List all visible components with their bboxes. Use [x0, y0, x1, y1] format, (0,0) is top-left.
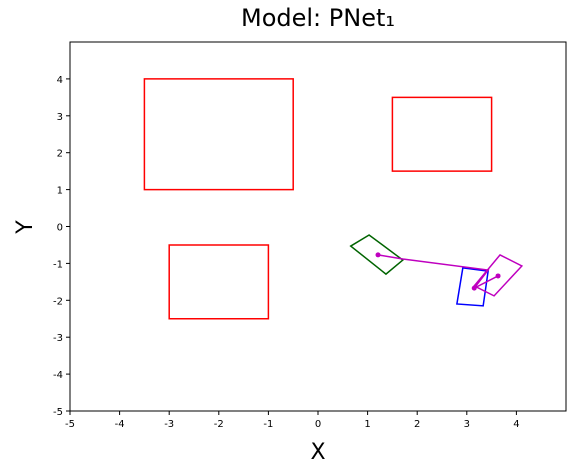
x-tick-label: -5	[65, 419, 75, 430]
x-tick-label: 1	[364, 419, 370, 430]
y-tick-label: -2	[53, 296, 63, 307]
y-tick-label: 2	[57, 149, 63, 160]
y-tick-label: 0	[57, 223, 63, 234]
shape	[391, 96, 493, 172]
y-tick-label: -1	[53, 259, 63, 270]
x-tick-label: 2	[414, 419, 420, 430]
x-tick-label: -1	[263, 419, 273, 430]
y-tick-label: -5	[53, 407, 63, 418]
x-tick-label: 3	[464, 419, 470, 430]
x-tick-label: 0	[315, 419, 321, 430]
x-tick-label: -3	[164, 419, 174, 430]
point	[471, 285, 477, 291]
path-line	[377, 254, 499, 289]
point	[495, 273, 501, 279]
shape	[456, 266, 489, 307]
x-tick-label: -2	[214, 419, 224, 430]
chart-title: Model: PNet₁	[241, 4, 395, 32]
plot-frame	[69, 41, 567, 412]
y-tick-label: 1	[57, 186, 63, 197]
y-tick-label: 4	[57, 75, 63, 86]
y-tick-label: -3	[53, 333, 63, 344]
shape	[168, 244, 270, 320]
x-axis-label: X	[310, 440, 325, 465]
shape	[349, 234, 405, 276]
x-tick-label: 4	[513, 419, 519, 430]
point	[375, 252, 381, 258]
y-tick-label: 3	[57, 112, 63, 123]
x-tick-label: -4	[115, 419, 125, 430]
y-tick-label: -4	[53, 370, 63, 381]
shape	[143, 78, 294, 191]
y-axis-label: Y	[13, 220, 38, 235]
shape	[473, 253, 524, 297]
